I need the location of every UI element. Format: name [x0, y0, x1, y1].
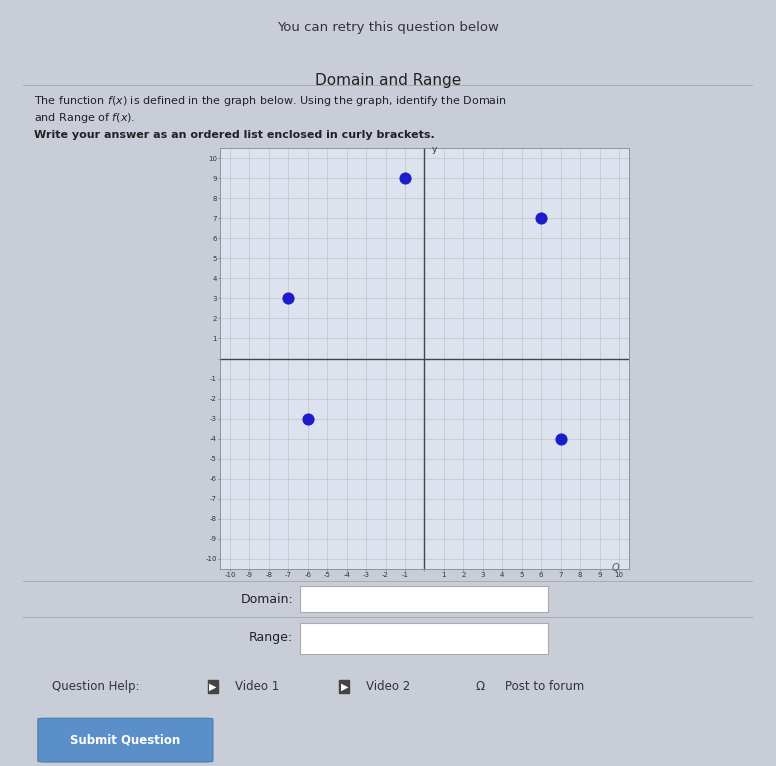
FancyBboxPatch shape [300, 623, 549, 654]
Point [282, 293, 295, 305]
Text: Post to forum: Post to forum [504, 680, 584, 692]
Text: Q: Q [611, 563, 619, 573]
Point [535, 212, 547, 224]
Text: Range:: Range: [249, 631, 293, 644]
Point [554, 433, 566, 445]
Text: Video 2: Video 2 [366, 680, 411, 692]
Text: and Range of $f(x)$.: and Range of $f(x)$. [34, 111, 136, 125]
FancyBboxPatch shape [38, 719, 213, 762]
Text: Video 1: Video 1 [235, 680, 279, 692]
Text: Submit Question: Submit Question [71, 734, 181, 747]
Text: ▶: ▶ [210, 681, 217, 692]
Text: The function $f(x)$ is defined in the graph below. Using the graph, identify the: The function $f(x)$ is defined in the gr… [34, 93, 508, 108]
Text: Domain and Range: Domain and Range [315, 73, 461, 87]
Text: Write your answer as an ordered list enclosed in curly brackets.: Write your answer as an ordered list enc… [34, 130, 435, 140]
Text: Ω: Ω [476, 680, 485, 692]
Text: y: y [431, 146, 437, 154]
FancyBboxPatch shape [300, 586, 549, 612]
Text: You can retry this question below: You can retry this question below [277, 21, 499, 34]
Point [399, 172, 411, 185]
Text: Question Help:: Question Help: [53, 680, 140, 692]
Text: Domain:: Domain: [241, 593, 293, 606]
Point [302, 412, 314, 424]
Text: ▶: ▶ [341, 681, 348, 692]
